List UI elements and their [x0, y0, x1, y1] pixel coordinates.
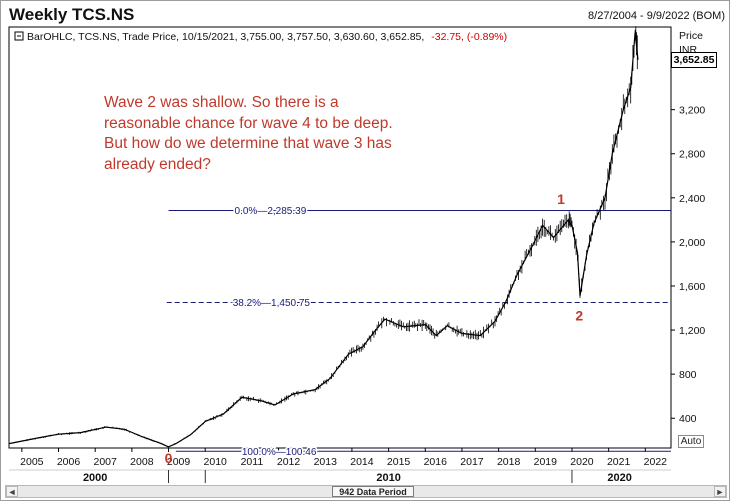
x-tick-label: 2015: [387, 456, 411, 468]
wave-label-0: 0: [165, 450, 173, 466]
y-tick-label: 1,600: [679, 281, 705, 293]
x-tick-label: 2005: [20, 456, 44, 468]
fibonacci-levels: 0.0%—2,285.39 38.2%—1,450.75 100.0%—100.46: [166, 204, 671, 459]
plot-area: [8, 26, 672, 449]
legend-prefix: BarOHLC, TCS.NS, Trade Price, 10/15/2021…: [27, 31, 424, 43]
auto-scale-button[interactable]: Auto: [678, 435, 704, 448]
price-axis-title: Price: [679, 30, 703, 42]
current-price-tag: 3,652.85: [671, 51, 717, 68]
x-tick-label: 2008: [130, 456, 154, 468]
chart-header: Weekly TCS.NS 8/27/2004 - 9/9/2022 (BOM): [1, 1, 729, 27]
fib-level-label: 100.0%—100.46: [242, 447, 317, 458]
y-tick-label: 400: [679, 413, 697, 425]
y-tick-label: 2,400: [679, 193, 705, 205]
scroll-right-button[interactable]: ►: [714, 486, 726, 497]
x-tick-label: 2017: [460, 456, 484, 468]
wave-label-2: 2: [575, 308, 583, 324]
fib-level-label: 0.0%—2,285.39: [235, 206, 307, 217]
x-tick-label: 2013: [314, 456, 338, 468]
wave-label-1: 1: [557, 191, 565, 207]
decade-label: 2020: [607, 472, 631, 484]
legend-change: -32.75, (-0.89%): [431, 31, 507, 43]
date-range-label: 8/27/2004 - 9/9/2022 (BOM): [588, 10, 725, 22]
x-tick-label: 2018: [497, 456, 521, 468]
y-tick-label: 2,800: [679, 149, 705, 161]
x-tick-label: 2007: [94, 456, 118, 468]
x-axis: 2005 2006 2007 2008 2009 2010 2011 2012 2013 2014…: [9, 448, 671, 484]
x-tick-label: 2014: [350, 456, 374, 468]
x-tick-label: 2010: [204, 456, 228, 468]
legend-row: BarOHLC, TCS.NS, Trade Price, 10/15/2021…: [14, 31, 507, 43]
x-tick-label: 2019: [534, 456, 558, 468]
wave-labels: 0 1 2: [165, 191, 584, 466]
fib-level-label: 38.2%—1,450.75: [233, 298, 311, 309]
scroll-left-button[interactable]: ◄: [6, 486, 18, 497]
price-series-bars: [8, 26, 638, 448]
annotation-text: Wave 2 was shallow. So there is a reason…: [104, 94, 393, 173]
y-tick-label: 800: [679, 369, 697, 381]
x-tick-label: 2012: [277, 456, 301, 468]
x-tick-label: 2021: [607, 456, 631, 468]
y-tick-label: 1,200: [679, 325, 705, 337]
chart-scrollbar[interactable]: ◄ 942 Data Period ►: [5, 485, 727, 498]
decade-label: 2000: [83, 472, 107, 484]
y-tick-label: 2,000: [679, 237, 705, 249]
decade-label: 2010: [376, 472, 400, 484]
x-tick-label: 2011: [241, 456, 264, 468]
legend-text: BarOHLC, TCS.NS, Trade Price, 10/15/2021…: [27, 31, 507, 43]
x-tick-label: 2009: [167, 456, 191, 468]
x-tick-label: 2016: [424, 456, 448, 468]
y-tick-label: 3,200: [679, 105, 705, 117]
scroll-thumb[interactable]: 942 Data Period: [332, 486, 414, 497]
x-tick-label: 2020: [570, 456, 594, 468]
y-axis: 400 800 1,200 1,600 2,000 2,400 2,800 3,200: [671, 105, 705, 425]
chart-title: Weekly TCS.NS: [9, 5, 135, 24]
x-tick-label: 2006: [57, 456, 81, 468]
x-tick-label: 2022: [644, 456, 668, 468]
